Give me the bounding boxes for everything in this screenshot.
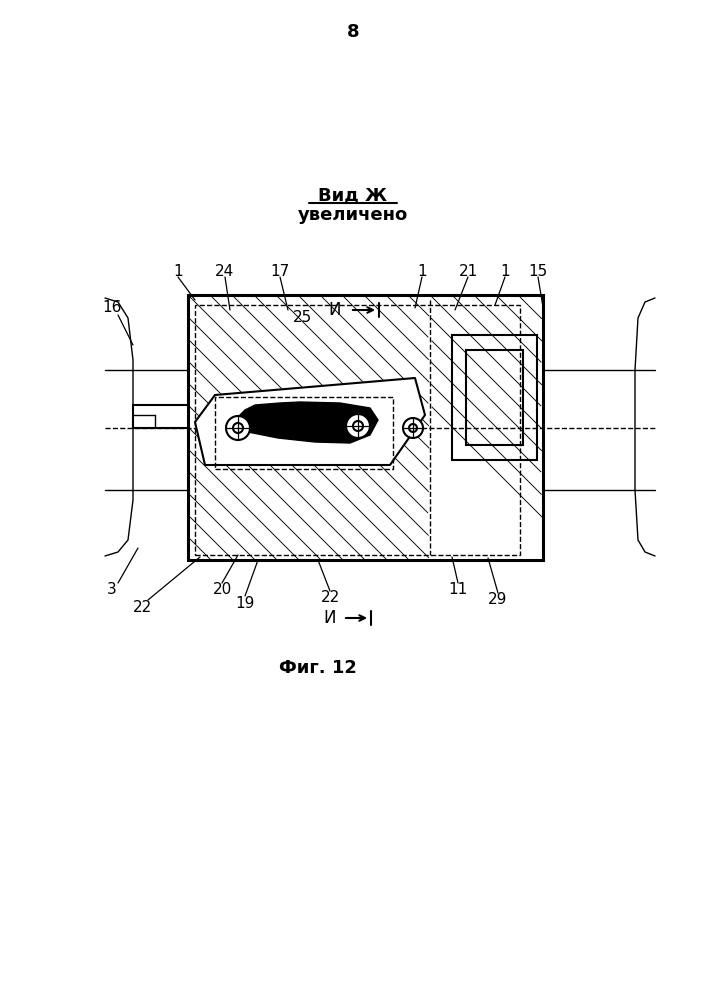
Text: 21: 21	[458, 264, 478, 279]
Text: 24: 24	[216, 264, 235, 279]
Text: 16: 16	[103, 300, 122, 316]
Text: 3: 3	[107, 582, 117, 597]
Polygon shape	[255, 406, 365, 436]
Text: 22: 22	[320, 590, 339, 605]
Bar	[188, 295, 543, 560]
Text: 1: 1	[417, 264, 427, 279]
Text: 8: 8	[346, 23, 359, 41]
Text: 20: 20	[212, 582, 232, 597]
Text: Вид Ж: Вид Ж	[318, 186, 387, 204]
Polygon shape	[195, 378, 425, 465]
Circle shape	[403, 418, 423, 438]
Bar	[195, 305, 520, 555]
Text: Фиг. 12: Фиг. 12	[279, 659, 357, 677]
Text: 11: 11	[448, 582, 467, 597]
Polygon shape	[232, 402, 378, 443]
Circle shape	[226, 416, 250, 440]
Text: И: И	[329, 301, 341, 319]
Bar	[452, 335, 537, 460]
Bar	[466, 350, 523, 445]
Bar	[215, 397, 393, 469]
Text: 29: 29	[489, 592, 508, 607]
Text: 15: 15	[528, 264, 548, 279]
Circle shape	[233, 423, 243, 433]
Text: 1: 1	[500, 264, 510, 279]
Text: увеличено: увеличено	[298, 206, 408, 224]
Text: 25: 25	[293, 310, 312, 326]
Text: 19: 19	[235, 595, 255, 610]
Text: 1: 1	[173, 264, 183, 279]
Text: 22: 22	[132, 600, 151, 615]
Circle shape	[409, 424, 417, 432]
Circle shape	[353, 421, 363, 431]
Text: И: И	[324, 609, 337, 627]
Text: 17: 17	[270, 264, 290, 279]
Circle shape	[346, 414, 370, 438]
